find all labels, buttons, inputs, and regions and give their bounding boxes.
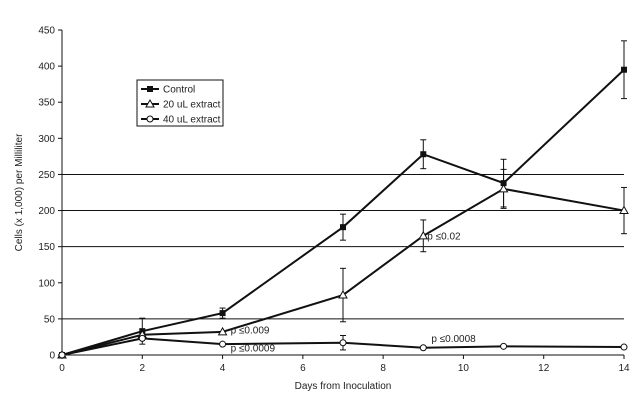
y-tick-label: 100	[38, 278, 55, 289]
x-tick-label: 0	[59, 363, 65, 374]
data-point-20-ul-extract	[498, 183, 509, 193]
data-point-40-ul-extract	[620, 343, 628, 351]
legend-marker	[147, 86, 153, 92]
p-value-annotation: p ≤0.0009	[231, 343, 276, 354]
x-axis-title: Days from Inoculation	[295, 381, 392, 392]
p-value-annotation: p ≤0.0008	[431, 334, 476, 345]
x-tick-label: 6	[300, 363, 306, 374]
p-value-annotation: p ≤0.009	[231, 325, 270, 336]
x-tick-label: 8	[380, 363, 386, 374]
legend-marker	[145, 98, 155, 108]
legend-label: Control	[163, 85, 195, 96]
x-tick-label: 12	[538, 363, 550, 374]
x-tick-label: 14	[618, 363, 630, 374]
data-point-40-ul-extract	[58, 351, 66, 359]
data-point-control	[420, 151, 427, 158]
data-point-40-ul-extract	[339, 339, 347, 347]
y-tick-label: 250	[38, 170, 55, 181]
data-point-control	[621, 66, 627, 73]
y-tick-label: 200	[38, 206, 55, 217]
data-point-20-ul-extract	[619, 205, 629, 215]
y-tick-label: 0	[49, 351, 55, 362]
data-point-20-ul-extract	[418, 230, 429, 240]
legend-label: 20 uL extract	[163, 100, 221, 111]
y-tick-label: 400	[38, 62, 55, 73]
y-tick-label: 150	[38, 242, 55, 253]
data-point-20-ul-extract	[338, 290, 348, 299]
y-tick-label: 450	[38, 26, 55, 37]
data-point-40-ul-extract	[219, 340, 227, 348]
legend-label: 40 uL extract	[163, 115, 221, 126]
data-point-20-ul-extract	[217, 326, 228, 336]
x-tick-label: 4	[220, 363, 226, 374]
y-axis-title: Cells (x 1,000) per Milliliter	[14, 133, 25, 251]
data-point-40-ul-extract	[138, 334, 146, 342]
legend-marker	[146, 115, 154, 123]
y-tick-label: 50	[44, 314, 56, 325]
data-point-40-ul-extract	[419, 344, 427, 352]
data-point-40-ul-extract	[500, 342, 508, 350]
x-tick-label: 2	[140, 363, 146, 374]
p-value-annotation: p ≤0.02	[427, 231, 461, 242]
data-point-control	[219, 310, 226, 317]
data-point-control	[340, 224, 346, 231]
y-tick-label: 300	[38, 134, 55, 145]
y-tick-label: 350	[38, 98, 55, 109]
x-tick-label: 10	[458, 363, 470, 374]
